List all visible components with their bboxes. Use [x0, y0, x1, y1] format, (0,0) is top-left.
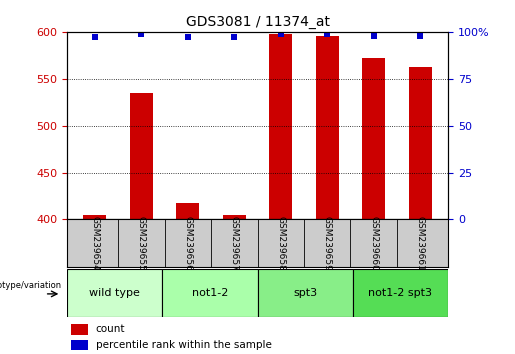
Bar: [67, 269, 162, 317]
Text: GSM239655: GSM239655: [137, 216, 146, 271]
Title: GDS3081 / 11374_at: GDS3081 / 11374_at: [185, 16, 330, 29]
Text: GSM239660: GSM239660: [369, 216, 378, 271]
Text: GSM239658: GSM239658: [276, 216, 285, 271]
Text: spt3: spt3: [293, 288, 317, 298]
Bar: [353, 269, 448, 317]
Text: genotype/variation: genotype/variation: [0, 281, 62, 290]
Text: GSM239656: GSM239656: [183, 216, 192, 271]
Bar: [408, 67, 432, 219]
Bar: [258, 269, 353, 317]
Bar: [71, 324, 88, 335]
Bar: [362, 58, 385, 219]
Bar: [162, 269, 258, 317]
Text: GSM239661: GSM239661: [416, 216, 425, 271]
Bar: [269, 34, 293, 219]
Bar: [130, 93, 153, 219]
Text: GSM239654: GSM239654: [90, 216, 99, 271]
Text: GSM239657: GSM239657: [230, 216, 239, 271]
Text: not1-2 spt3: not1-2 spt3: [368, 288, 433, 298]
Bar: [316, 36, 339, 219]
Bar: [222, 215, 246, 219]
Text: wild type: wild type: [89, 288, 140, 298]
Text: percentile rank within the sample: percentile rank within the sample: [96, 340, 272, 350]
Text: GSM239659: GSM239659: [323, 216, 332, 271]
Bar: [71, 340, 88, 350]
Bar: [176, 202, 199, 219]
Text: not1-2: not1-2: [192, 288, 228, 298]
Bar: [83, 215, 107, 219]
Text: count: count: [96, 324, 125, 334]
